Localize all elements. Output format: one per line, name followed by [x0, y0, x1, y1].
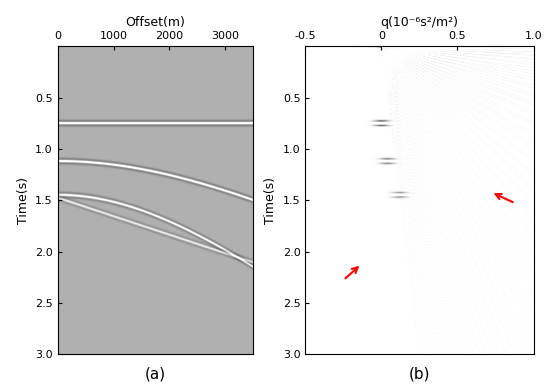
- Text: (a): (a): [145, 367, 166, 382]
- Text: (b): (b): [409, 367, 430, 382]
- Y-axis label: Time(s): Time(s): [264, 177, 277, 224]
- X-axis label: Offset(m): Offset(m): [125, 16, 185, 29]
- X-axis label: q(10⁻⁶s²/m²): q(10⁻⁶s²/m²): [381, 16, 458, 29]
- Y-axis label: Time(s): Time(s): [16, 177, 30, 224]
